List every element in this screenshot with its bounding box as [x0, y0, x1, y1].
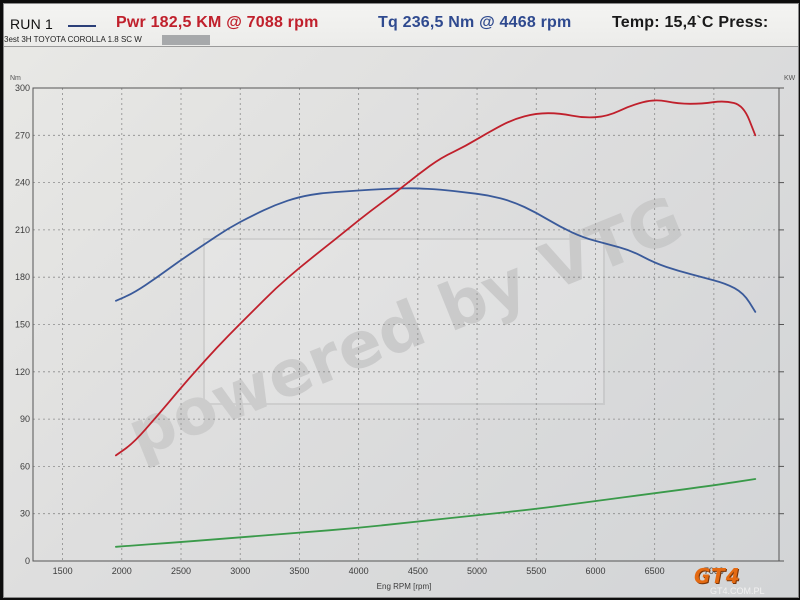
series-lines [115, 99, 757, 548]
y-tick-label: 60 [20, 461, 30, 471]
watermark-panel [203, 238, 605, 405]
x-axis-label: Eng RPM [rpm] [377, 582, 432, 591]
gt4-logo: GT4 [694, 564, 741, 588]
y2-axis-unit-label: KW [784, 75, 796, 82]
y-tick-label: 150 [15, 320, 30, 330]
x-tick-label: 1500 [53, 566, 73, 576]
axes: 1500 2000 2500 3000 3500 4000 4500 5000 5500 6000… [15, 83, 784, 576]
site-label: GT4.COM.PL [710, 586, 765, 596]
y-tick-label: 180 [15, 272, 30, 282]
temperature-label: Temp: 15,4`C Press: [612, 14, 769, 31]
x-tick-label: 5000 [467, 566, 487, 576]
x-tick-label: 3500 [289, 566, 309, 576]
x-tick-label: 2000 [112, 566, 132, 576]
dyno-printout-photo: RUN 1 Pwr 182,5 KM @ 7088 rpm Tq 236,5 N… [3, 3, 799, 598]
x-tick-label: 2500 [171, 566, 191, 576]
run-label: RUN 1 [10, 16, 54, 32]
redaction-box [162, 35, 210, 45]
series-line-unnamed [115, 478, 757, 548]
y-tick-label: 210 [15, 225, 30, 235]
grid-lines [33, 87, 779, 562]
x-tick-label: 5500 [526, 566, 546, 576]
x-tick-label: 6000 [585, 566, 605, 576]
y-tick-label: 300 [15, 83, 30, 93]
x-tick-label: 4500 [408, 566, 428, 576]
dyno-chart: powered by VTG 1500 2000 2500 3000 3500 4000 4… [10, 75, 796, 591]
series-line-pwr [115, 99, 757, 457]
y-axis-unit-label: Nm [10, 75, 21, 82]
x-tick-label: 7000 [704, 566, 724, 576]
y-tick-label: 270 [15, 130, 30, 140]
watermark: powered by VTG [118, 183, 694, 473]
y-tick-label: 240 [15, 178, 30, 188]
car-info-label: 3est 3H TOYOTA COROLLA 1.8 SC W [4, 35, 142, 44]
x-tick-label: 3000 [230, 566, 250, 576]
y-tick-label: 120 [15, 367, 30, 377]
run-legend-line [68, 25, 96, 27]
y-tick-label: 30 [20, 509, 30, 519]
x-tick-label: 4000 [349, 566, 369, 576]
y-tick-label: 0 [25, 556, 30, 566]
power-peak-label: Pwr 182,5 KM @ 7088 rpm [116, 14, 319, 31]
series-line-tq [115, 187, 757, 313]
chart-header: RUN 1 Pwr 182,5 KM @ 7088 rpm Tq 236,5 N… [4, 4, 798, 47]
y-tick-label: 90 [20, 414, 30, 424]
x-tick-label: 6500 [645, 566, 665, 576]
torque-peak-label: Tq 236,5 Nm @ 4468 rpm [378, 14, 572, 31]
